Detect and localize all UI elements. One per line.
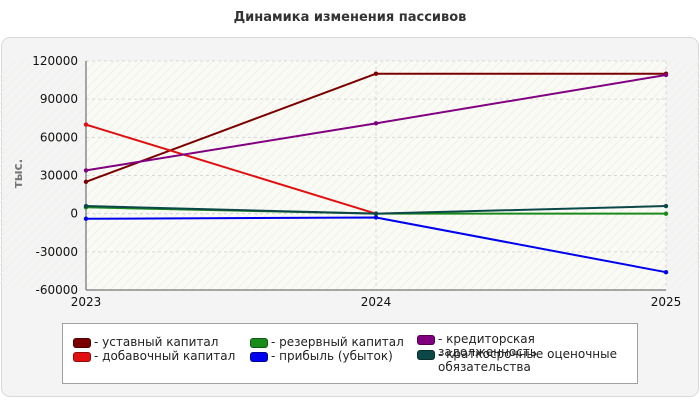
x-tick-label: 2023 <box>71 295 102 309</box>
legend-item-2: - резервный капитал <box>250 336 404 349</box>
legend-swatch-3 <box>250 352 268 362</box>
plot-hatch <box>604 194 700 291</box>
y-tick-label: 0 <box>70 207 78 221</box>
plot-hatch <box>631 221 700 291</box>
y-tick-label: -60000 <box>35 283 78 297</box>
plot-hatch <box>0 60 61 122</box>
plot-hatch <box>0 60 52 113</box>
series-5-point-1 <box>373 211 379 216</box>
y-tick-label: 30000 <box>40 169 78 183</box>
plot-hatch <box>568 158 700 291</box>
series-4-point-2 <box>663 72 669 78</box>
y-axis-label: тыс. <box>11 159 25 188</box>
series-1-point-0 <box>83 122 89 127</box>
plot-hatch <box>0 60 70 131</box>
series-4-point-1 <box>373 121 379 126</box>
legend-swatch-5 <box>417 350 435 360</box>
series-0-point-1 <box>373 71 379 76</box>
legend-item-1: - добавочный капитал <box>73 350 235 363</box>
y-tick-label: -30000 <box>35 245 78 259</box>
legend-swatch-2 <box>250 338 268 348</box>
legend-label-0: - уставный капитал <box>94 335 219 349</box>
plot-hatch <box>586 176 700 291</box>
series-5-point-0 <box>83 203 89 209</box>
plot-hatch <box>649 239 700 291</box>
series-3-point-1 <box>373 215 379 220</box>
plot-hatch <box>0 60 142 203</box>
plot-hatch <box>0 60 160 221</box>
legend-item-4: - кредиторская задолженность <box>417 333 637 359</box>
legend: - уставный капитал - добавочный капитал … <box>62 323 638 384</box>
series-line-1 <box>85 123 377 215</box>
legend-label-5: - краткосрочные оценочные обязательства <box>438 347 617 374</box>
plot-hatch <box>0 60 196 257</box>
plot-hatch <box>0 60 106 167</box>
legend-swatch-0 <box>73 338 91 348</box>
legend-item-3: - прибыль (убыток) <box>250 350 393 363</box>
plot-hatch <box>496 86 700 291</box>
plot-hatch <box>478 68 700 291</box>
plot-hatch <box>676 266 700 291</box>
legend-item-5: - краткосрочные оценочные обязательства <box>417 348 627 374</box>
x-tick-label: 2025 <box>651 295 682 309</box>
plot-hatch <box>658 248 700 291</box>
legend-label-4: - кредиторская задолженность <box>438 332 537 359</box>
plot-hatch <box>0 60 88 149</box>
plot-hatch <box>532 122 700 291</box>
plot-hatch <box>0 60 79 140</box>
legend-label-3: - прибыль (убыток) <box>271 349 393 363</box>
chart-title: Динамика изменения пассивов <box>233 10 467 25</box>
plot-hatch <box>622 212 700 291</box>
plot-hatch <box>0 60 115 176</box>
y-tick-label: 120000 <box>32 54 78 68</box>
plot-hatch <box>0 60 43 104</box>
legend-swatch-1 <box>73 352 91 362</box>
y-tick-label: 90000 <box>40 92 78 106</box>
legend-label-2: - резервный капитал <box>271 335 404 349</box>
series-2-point-2 <box>663 211 669 216</box>
series-5-point-2 <box>663 203 669 209</box>
series-4-point-0 <box>83 168 89 173</box>
legend-swatch-4 <box>417 335 435 345</box>
x-tick-label: 2024 <box>361 295 392 309</box>
plot-hatch <box>0 60 124 185</box>
series-3-point-0 <box>83 216 89 221</box>
legend-item-0: - уставный капитал <box>73 336 218 349</box>
series-0-point-0 <box>83 179 89 185</box>
y-tick-label: 60000 <box>40 130 78 144</box>
series-3-point-2 <box>663 269 669 275</box>
legend-label-1: - добавочный капитал <box>94 349 236 363</box>
plot-hatch <box>0 60 97 158</box>
plot-hatch <box>0 60 178 239</box>
plot-hatch <box>640 230 700 291</box>
